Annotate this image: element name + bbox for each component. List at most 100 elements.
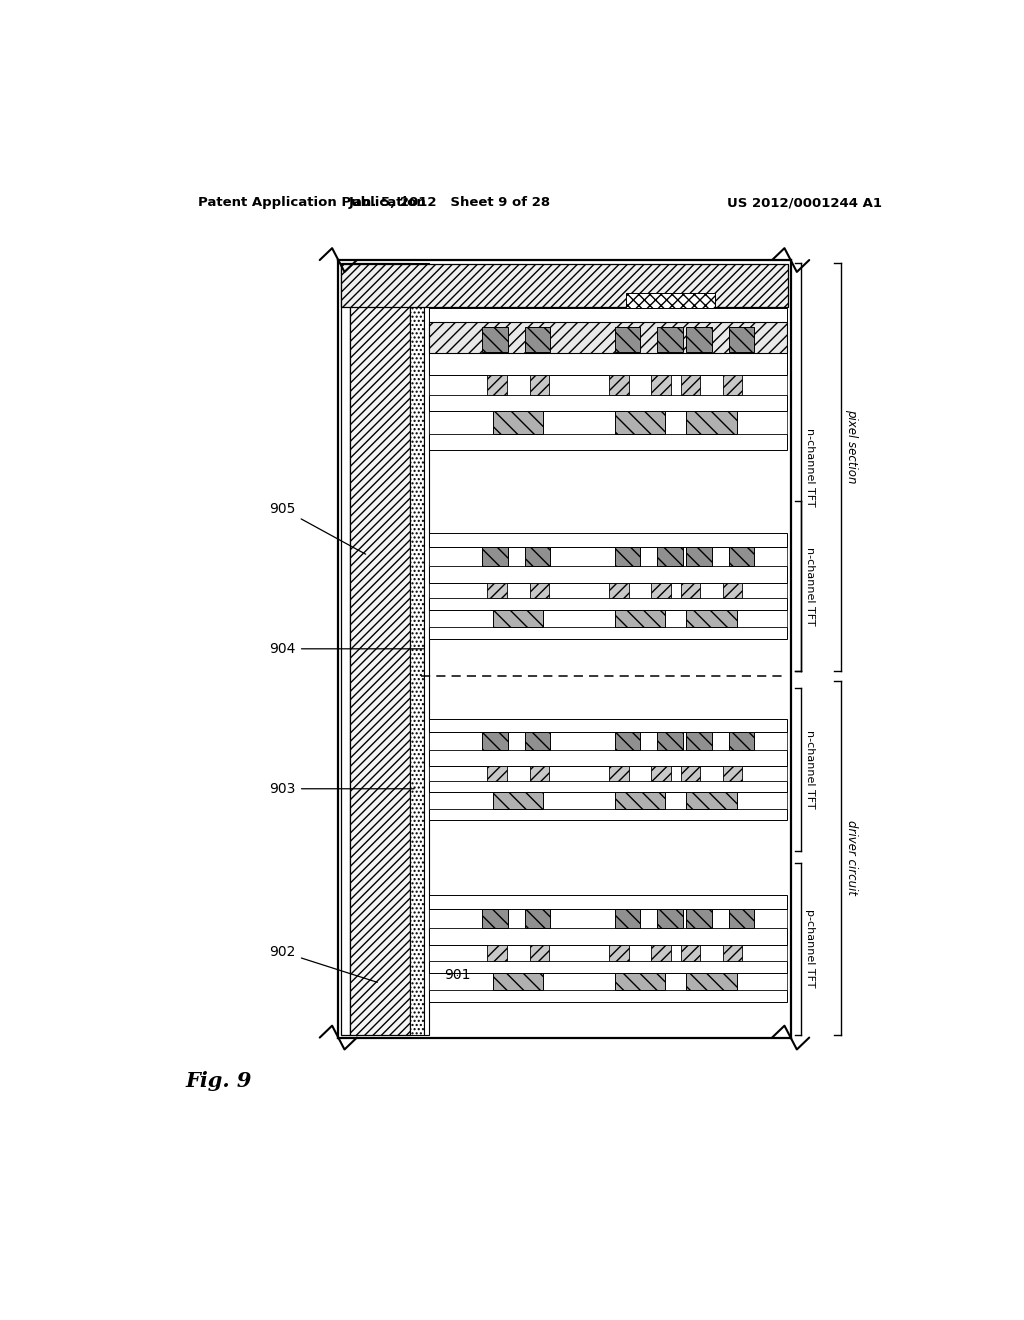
Bar [723, 945, 742, 961]
Bar [686, 792, 736, 809]
Bar [686, 909, 712, 928]
Bar [609, 766, 629, 780]
Bar [614, 792, 665, 809]
Bar [651, 375, 671, 395]
Bar [529, 766, 549, 780]
Bar [429, 375, 786, 395]
Bar [429, 750, 786, 766]
Text: 905: 905 [269, 502, 366, 554]
Bar [429, 780, 786, 792]
Bar [525, 731, 550, 750]
Bar [429, 411, 786, 434]
Bar [487, 766, 507, 780]
Bar [686, 546, 712, 566]
Bar [487, 582, 507, 598]
Bar [614, 411, 665, 434]
Bar [681, 582, 700, 598]
Bar [429, 961, 786, 973]
Bar [614, 973, 665, 990]
Bar [729, 546, 754, 566]
Bar [723, 766, 742, 780]
Bar [651, 945, 671, 961]
Bar [429, 627, 786, 639]
Bar [494, 610, 544, 627]
Bar [494, 411, 544, 434]
Bar [609, 945, 629, 961]
Bar [657, 731, 683, 750]
Text: pixel section: pixel section [845, 409, 858, 484]
Bar [429, 718, 786, 731]
Bar [525, 546, 550, 566]
Bar [487, 375, 507, 395]
Bar [609, 375, 629, 395]
Bar [429, 434, 786, 450]
Bar [429, 566, 786, 582]
Bar [429, 809, 786, 820]
Text: p-channel TFT: p-channel TFT [805, 909, 815, 987]
Text: n-channel TFT: n-channel TFT [805, 730, 815, 809]
Bar [350, 263, 410, 1035]
Bar [723, 582, 742, 598]
Bar [429, 598, 786, 610]
Bar [338, 260, 791, 1038]
Bar [494, 973, 544, 990]
Bar [614, 909, 640, 928]
Bar [686, 610, 736, 627]
Bar [429, 309, 786, 327]
Text: n-channel TFT: n-channel TFT [805, 428, 815, 507]
Bar [429, 990, 786, 1002]
Bar [429, 928, 786, 945]
Bar [525, 327, 550, 352]
Bar [429, 610, 786, 627]
Bar [657, 327, 683, 352]
Text: Patent Application Publication: Patent Application Publication [198, 195, 426, 209]
Text: 902: 902 [269, 945, 377, 982]
Bar [529, 945, 549, 961]
Bar [729, 327, 754, 352]
Text: 904: 904 [269, 642, 424, 656]
Bar [614, 327, 640, 352]
Bar [429, 895, 786, 909]
Text: n-channel TFT: n-channel TFT [805, 546, 815, 626]
Bar [429, 973, 786, 990]
Bar [529, 375, 549, 395]
Bar [729, 731, 754, 750]
Bar [410, 263, 424, 1035]
Text: 901: 901 [444, 969, 471, 982]
Bar [487, 945, 507, 961]
Bar [657, 546, 683, 566]
Bar [681, 766, 700, 780]
Bar [614, 731, 640, 750]
Bar [723, 375, 742, 395]
Bar [429, 909, 786, 928]
Bar [626, 293, 715, 309]
Bar [525, 909, 550, 928]
Text: US 2012/0001244 A1: US 2012/0001244 A1 [727, 195, 882, 209]
Bar [482, 909, 508, 928]
Bar [429, 766, 786, 780]
Bar [429, 731, 786, 750]
Bar [429, 945, 786, 961]
Bar [529, 582, 549, 598]
Bar [657, 909, 683, 928]
Bar [614, 610, 665, 627]
Bar [651, 766, 671, 780]
Bar [609, 582, 629, 598]
Text: Fig. 9: Fig. 9 [185, 1072, 252, 1092]
Bar [686, 411, 736, 434]
Bar [429, 533, 786, 546]
Bar [429, 582, 786, 598]
Text: 903: 903 [269, 781, 414, 796]
Bar [494, 792, 544, 809]
Bar [729, 909, 754, 928]
Bar [686, 973, 736, 990]
Bar [341, 264, 788, 306]
Bar [424, 263, 429, 1035]
Bar [429, 322, 786, 354]
Bar [686, 327, 712, 352]
Bar [482, 546, 508, 566]
Text: driver circuit: driver circuit [845, 820, 858, 895]
Bar [429, 395, 786, 411]
Bar [482, 731, 508, 750]
Bar [429, 792, 786, 809]
